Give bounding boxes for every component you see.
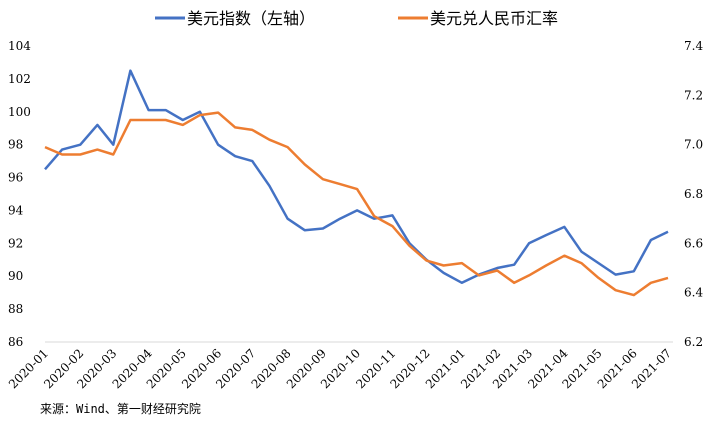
y-right-tick-label: 6.2 <box>684 335 703 349</box>
y-right-tick-label: 7.2 <box>684 88 703 102</box>
y-left-tick-label: 104 <box>8 39 31 53</box>
y-left-tick-label: 92 <box>8 236 23 250</box>
legend-label-1: 美元指数（左轴） <box>187 9 315 28</box>
series-line-1 <box>44 69 669 285</box>
legend-label-2: 美元兑人民币汇率 <box>430 9 558 28</box>
y-left-tick-label: 96 <box>8 171 23 185</box>
y-right-tick-label: 7.4 <box>684 39 703 53</box>
y-left-tick-label: 90 <box>8 269 23 283</box>
y-left-tick-label: 94 <box>8 203 24 217</box>
y-right-tick-label: 7.0 <box>684 138 703 152</box>
y-left-tick-label: 88 <box>8 302 23 316</box>
y-right-tick-label: 6.8 <box>684 187 703 201</box>
series-line-2 <box>44 111 669 297</box>
source-note: 来源：Wind、第一财经研究院 <box>40 402 201 416</box>
y-left-tick-label: 86 <box>8 335 23 349</box>
y-left-tick-label: 98 <box>8 138 23 152</box>
y-right-tick-label: 6.6 <box>684 236 703 250</box>
y-left-tick-label: 100 <box>8 105 31 119</box>
y-left-tick-label: 102 <box>8 72 31 86</box>
y-right-tick-label: 6.4 <box>684 286 703 300</box>
